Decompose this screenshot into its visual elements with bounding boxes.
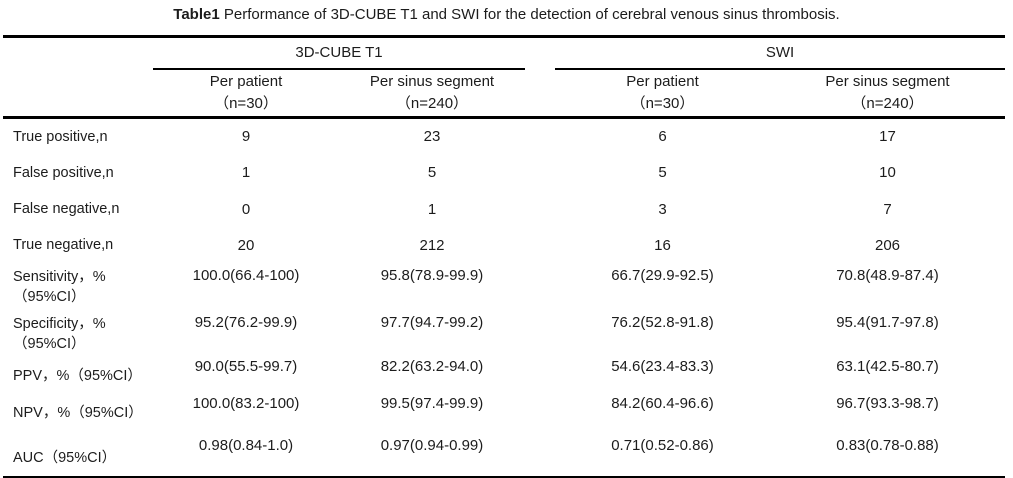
cell-value: 100.0(66.4-100)	[192, 267, 300, 284]
cell-value: 0	[241, 200, 251, 218]
cell-value: 96.7(93.3-98.7)	[836, 395, 939, 412]
col-header-n: （n=240）	[395, 94, 469, 112]
col-header-n: （n=30）	[630, 94, 695, 112]
cell-value: 1	[241, 164, 251, 181]
cell-value: 95.4(91.7-97.8)	[836, 314, 939, 331]
table-caption-text: Performance of 3D-CUBE T1 and SWI for th…	[223, 6, 840, 23]
cell-value: 7	[883, 200, 892, 218]
performance-table: 3D-CUBE T1 SWI Per patient （n=30） Per si…	[3, 35, 1005, 478]
row-label: True negative,n	[13, 237, 114, 253]
row-label: NPV，%（95%CI）	[13, 405, 143, 421]
table-row-false-positive: False positive,n 1 5 5 10	[3, 155, 1005, 190]
cell-value: 0.97(0.94-0.99)	[380, 437, 484, 454]
row-label: Sensitivity，% （95%CI）	[13, 269, 106, 305]
gap-cell	[525, 355, 555, 392]
cell-value: 95.2(76.2-99.9)	[194, 314, 298, 331]
table-row-false-negative: False negative,n 0 1 3 7	[3, 190, 1005, 228]
cell-value: 0.83(0.78-0.88)	[836, 437, 939, 454]
row-label: True positive,n	[13, 128, 108, 145]
col-header-per-segment-swi: Per sinus segment （n=240）	[770, 68, 1005, 119]
col-header-label: Per patient	[209, 72, 283, 90]
group-gap-cell	[525, 37, 555, 69]
gap-cell	[525, 309, 555, 355]
col-header-per-segment-cube: Per sinus segment （n=240）	[339, 68, 525, 119]
gap-cell	[525, 228, 555, 262]
cell-value: 97.7(94.7-99.2)	[380, 314, 484, 331]
col-header-n: （n=30）	[214, 94, 278, 112]
cell-value: 76.2(52.8-91.8)	[611, 314, 714, 331]
cell-value: 100.0(83.2-100)	[192, 395, 300, 412]
cell-value: 20	[237, 236, 255, 254]
table-row-auc: AUC（95%CI） 0.98(0.84-1.0) 0.97(0.94-0.99…	[3, 432, 1005, 477]
table-row-sensitivity: Sensitivity，% （95%CI） 100.0(66.4-100) 95…	[3, 262, 1005, 309]
cell-value: 5	[427, 164, 437, 181]
empty-corner-cell	[3, 68, 153, 119]
group-gap-cell	[525, 68, 555, 119]
empty-corner-cell	[3, 37, 153, 69]
col-header-per-patient-swi: Per patient （n=30）	[555, 68, 770, 119]
cell-value: 23	[423, 128, 441, 146]
gap-cell	[525, 190, 555, 228]
row-label: Specificity，% （95%CI）	[13, 316, 106, 352]
cell-value: 0.98(0.84-1.0)	[198, 437, 294, 454]
col-header-label: Per sinus segment	[825, 72, 950, 90]
col-header-n: （n=240）	[851, 94, 924, 112]
cell-value: 1	[427, 200, 437, 218]
row-label: False negative,n	[13, 201, 120, 217]
cell-value: 66.7(29.9-92.5)	[611, 267, 714, 284]
sub-header-row: Per patient （n=30） Per sinus segment （n=…	[3, 68, 1005, 119]
cell-value: 99.5(97.4-99.9)	[380, 395, 484, 412]
group-header-3d-cube-t1: 3D-CUBE T1	[153, 36, 525, 70]
cell-value: 54.6(23.4-83.3)	[611, 358, 714, 375]
gap-cell	[525, 432, 555, 477]
cell-value: 6	[658, 128, 667, 146]
cell-value: 84.2(60.4-96.6)	[611, 395, 714, 412]
gap-cell	[525, 155, 555, 190]
cell-value: 70.8(48.9-87.4)	[836, 267, 939, 284]
row-label: AUC（95%CI）	[13, 450, 117, 466]
table-row-true-positive: True positive,n 9 23 6 17	[3, 117, 1005, 155]
col-header-label: Per patient	[626, 72, 699, 90]
cell-value: 17	[879, 128, 896, 146]
row-label: False positive,n	[13, 164, 114, 181]
group-header-row: 3D-CUBE T1 SWI	[3, 36, 1005, 70]
cell-value: 10	[879, 164, 896, 181]
group-header-swi: SWI	[555, 36, 1005, 70]
cell-value: 0.71(0.52-0.86)	[611, 437, 714, 454]
cell-value: 3	[658, 200, 667, 218]
gap-cell	[525, 117, 555, 155]
gap-cell	[525, 262, 555, 309]
col-header-per-patient-cube: Per patient （n=30）	[153, 68, 339, 119]
cell-value: 95.8(78.9-99.9)	[380, 267, 484, 284]
cell-value: 206	[874, 236, 901, 254]
cell-value: 9	[241, 128, 251, 146]
cell-value: 82.2(63.2-94.0)	[380, 358, 484, 375]
gap-cell	[525, 392, 555, 432]
table-caption-number: Table1	[173, 6, 220, 23]
cell-value: 5	[658, 164, 667, 181]
table-row-true-negative: True negative,n 20 212 16 206	[3, 228, 1005, 262]
cell-value: 90.0(55.5-99.7)	[194, 358, 298, 375]
table-row-ppv: PPV，%（95%CI） 90.0(55.5-99.7) 82.2(63.2-9…	[3, 355, 1005, 392]
row-label: PPV，%（95%CI）	[13, 368, 142, 384]
table-caption: Table1 Performance of 3D-CUBE T1 and SWI…	[0, 0, 1013, 35]
col-header-label: Per sinus segment	[369, 72, 495, 90]
table-row-specificity: Specificity，% （95%CI） 95.2(76.2-99.9) 97…	[3, 309, 1005, 355]
table-row-npv: NPV，%（95%CI） 100.0(83.2-100) 99.5(97.4-9…	[3, 392, 1005, 432]
cell-value: 16	[654, 236, 671, 254]
cell-value: 63.1(42.5-80.7)	[836, 358, 939, 375]
cell-value: 212	[419, 236, 445, 254]
